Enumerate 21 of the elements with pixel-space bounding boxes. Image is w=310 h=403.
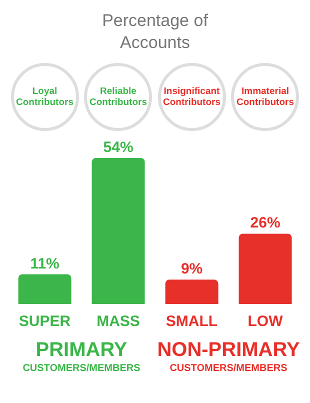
chart-title: Percentage of Accounts <box>101 10 209 54</box>
x-tick-label: SMALL <box>166 313 218 330</box>
text: CUSTOMERS/MEMBERS <box>22 362 142 375</box>
text: NON-PRIMARY <box>156 338 301 362</box>
x-tick-label: LOW <box>248 313 284 330</box>
bar <box>165 280 218 304</box>
x-tick-label: MASS <box>96 313 140 330</box>
data-label: 26% <box>250 214 280 232</box>
text: Insignificant Contributors <box>162 86 222 108</box>
x-tick-label: SUPER <box>18 313 71 330</box>
bar <box>92 158 145 304</box>
text: Loyal Contributors <box>14 86 75 108</box>
bar <box>18 274 72 304</box>
text: CUSTOMERS/MEMBERS <box>168 362 288 375</box>
data-label: 54% <box>103 139 134 156</box>
bar <box>238 234 292 304</box>
text: Reliable Contributors <box>88 86 148 108</box>
text: Immaterial Contributors <box>235 86 296 108</box>
data-label: 11% <box>30 255 60 272</box>
data-label: 9% <box>180 260 203 278</box>
text: PRIMARY <box>34 338 128 362</box>
